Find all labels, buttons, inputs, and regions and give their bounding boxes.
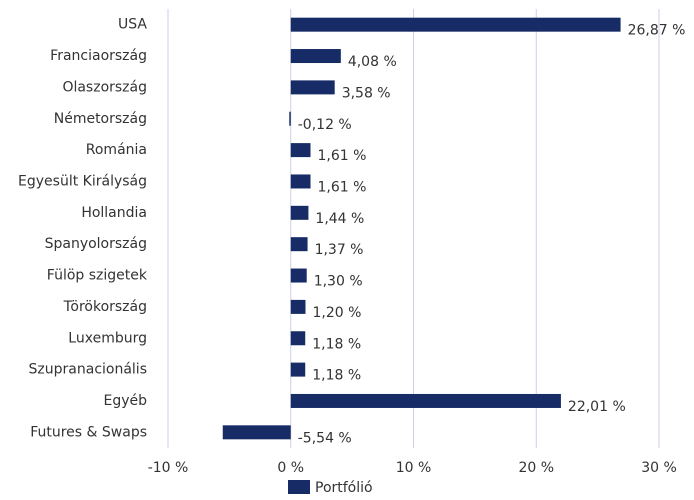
y-tick-label: Egyesült Királyság bbox=[18, 173, 147, 189]
value-label: 1,44 % bbox=[315, 211, 364, 227]
legend-label: Portfólió bbox=[315, 480, 373, 496]
value-label: -0,12 % bbox=[298, 117, 352, 133]
value-label: 1,18 % bbox=[312, 368, 361, 384]
x-tick-label: -10 % bbox=[148, 460, 189, 476]
y-tick-label: Franciaország bbox=[50, 48, 147, 64]
value-label: 26,87 % bbox=[628, 23, 686, 39]
bar bbox=[290, 143, 311, 158]
y-tick-label: Egyéb bbox=[103, 393, 147, 409]
bar bbox=[290, 237, 308, 252]
x-tick-label: 10 % bbox=[396, 460, 432, 476]
legend-swatch bbox=[288, 480, 310, 494]
y-tick-label: Luxemburg bbox=[68, 330, 147, 346]
value-label: 1,20 % bbox=[312, 305, 361, 321]
bar bbox=[222, 425, 291, 440]
y-tick-label: Spanyolország bbox=[45, 236, 147, 252]
bar bbox=[290, 331, 306, 346]
value-label: 4,08 % bbox=[348, 54, 397, 70]
bar bbox=[289, 111, 291, 126]
value-label: 1,61 % bbox=[318, 179, 367, 195]
y-tick-label: Fülöp szigetek bbox=[47, 268, 148, 284]
value-label: 22,01 % bbox=[568, 399, 626, 415]
bar bbox=[290, 299, 306, 314]
value-label: 1,61 % bbox=[318, 148, 367, 164]
y-tick-label: Törökország bbox=[63, 299, 147, 315]
y-tick-label: Németország bbox=[54, 111, 147, 127]
y-tick-label: Olaszország bbox=[62, 79, 147, 95]
x-tick-label: 0 % bbox=[277, 460, 304, 476]
bar bbox=[290, 393, 561, 408]
y-tick-label: Hollandia bbox=[81, 205, 147, 221]
x-tick-label: 30 % bbox=[641, 460, 677, 476]
value-label: 1,37 % bbox=[315, 242, 364, 258]
bar bbox=[290, 268, 307, 283]
bar bbox=[290, 362, 306, 377]
bar bbox=[290, 17, 621, 32]
x-tick-label: 20 % bbox=[518, 460, 554, 476]
value-label: -5,54 % bbox=[298, 430, 352, 446]
bar bbox=[290, 80, 335, 95]
bar bbox=[290, 205, 309, 220]
y-tick-label: Románia bbox=[86, 142, 147, 158]
y-tick-label: Futures & Swaps bbox=[30, 424, 147, 440]
value-label: 1,30 % bbox=[314, 274, 363, 290]
y-tick-label: Szupranacionális bbox=[29, 362, 147, 378]
y-tick-label: USA bbox=[118, 17, 147, 33]
value-label: 1,18 % bbox=[312, 336, 361, 352]
bar bbox=[290, 49, 341, 64]
bar bbox=[290, 174, 311, 189]
value-label: 3,58 % bbox=[342, 85, 391, 101]
